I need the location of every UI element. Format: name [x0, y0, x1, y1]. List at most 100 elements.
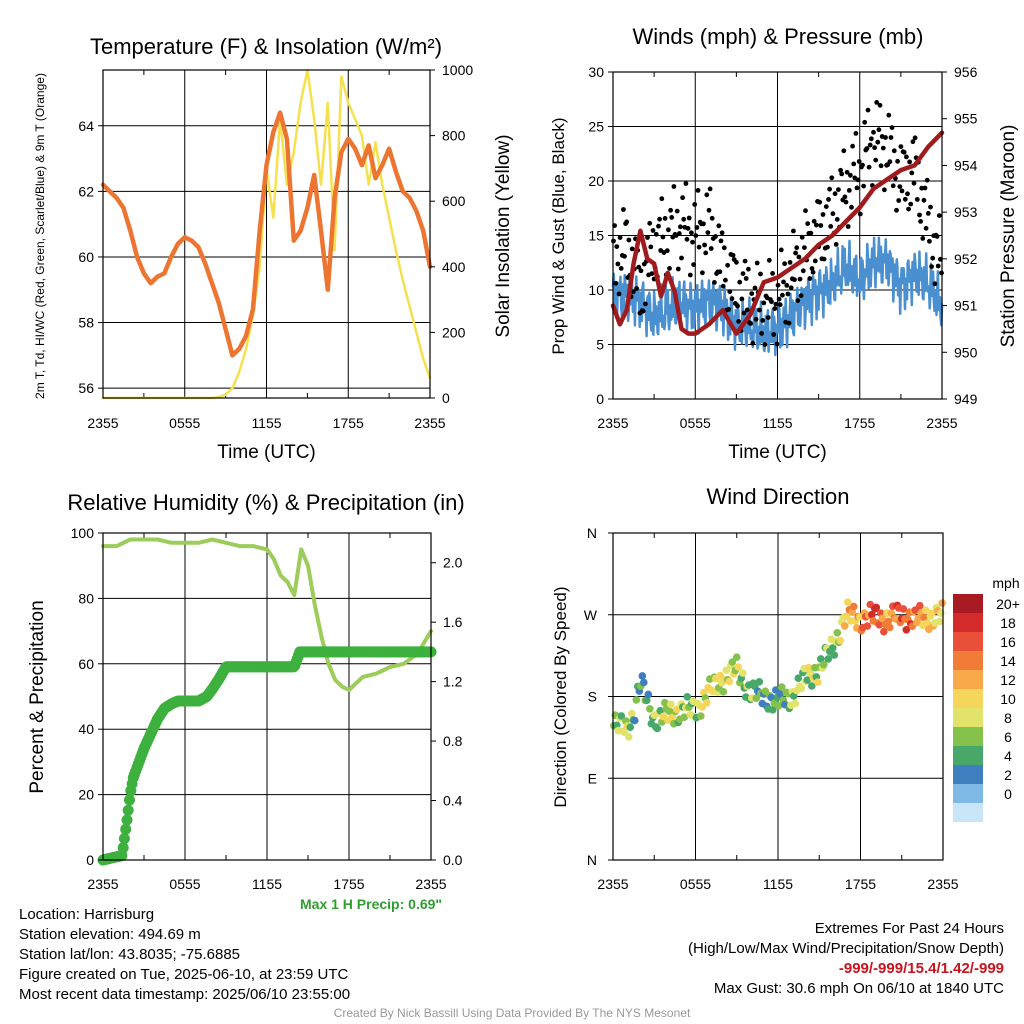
rh-x-tick-label: 2355: [87, 876, 118, 892]
wind-y-tick-label: 30: [588, 64, 604, 80]
gust-point: [729, 296, 735, 302]
gust-point: [686, 215, 692, 221]
direction-point: [646, 705, 654, 713]
rh-y2-tick-label: 0.8: [443, 733, 463, 749]
colorbar-swatch: [953, 803, 983, 822]
gust-point: [876, 127, 882, 133]
gust-point: [929, 264, 934, 269]
direction-point: [794, 674, 803, 682]
gust-point: [918, 219, 923, 224]
rh-x-tick-label: 0555: [169, 876, 200, 892]
gust-point: [829, 175, 835, 181]
gust-point: [898, 144, 904, 150]
gust-point: [857, 211, 863, 217]
gust-point: [808, 230, 814, 236]
gust-point: [743, 276, 749, 281]
gust-point: [917, 212, 922, 218]
gust-point: [736, 319, 741, 324]
gust-point: [878, 163, 884, 169]
prop-wind-line: [611, 236, 944, 357]
wind-x-tick-label: 2355: [926, 415, 957, 431]
gust-point: [785, 291, 791, 297]
gust-point: [624, 219, 630, 225]
gust-point: [781, 279, 786, 285]
direction-point: [665, 707, 674, 716]
direction-point: [703, 699, 711, 707]
direction-point: [617, 712, 626, 720]
direction-point: [661, 698, 669, 707]
gust-point: [914, 197, 920, 202]
gust-point: [771, 332, 777, 337]
direction-point: [625, 733, 633, 741]
gust-point: [739, 296, 745, 302]
gust-point: [818, 223, 824, 228]
temp-y2-tick-label: 800: [442, 128, 466, 144]
gust-point: [794, 245, 800, 251]
gust-point: [721, 245, 727, 251]
temp-x-tick-label: 1755: [333, 415, 364, 431]
gust-point: [694, 225, 700, 230]
gust-point: [872, 145, 877, 151]
wind-y-axis-label: Prop Wind & Gust (Blue, Black): [549, 117, 568, 354]
direction-point: [631, 716, 639, 725]
gust-point: [660, 234, 666, 240]
direction-point: [830, 651, 839, 659]
direction-point: [875, 621, 884, 629]
temp-x-tick-label: 0555: [169, 415, 200, 431]
dir-y-axis-label: Direction (Colored By Speed): [551, 586, 570, 807]
dir-x-tick-label: 2355: [927, 876, 958, 892]
direction-point: [886, 623, 894, 632]
recent-text: Most recent data timestamp: 2025/06/10 2…: [19, 986, 351, 1003]
gust-point: [909, 170, 915, 176]
dir-x-tick-label: 1155: [763, 876, 793, 892]
gust-point: [720, 283, 726, 289]
gust-point: [874, 100, 880, 105]
gust-point: [850, 143, 855, 149]
gust-point: [901, 149, 907, 155]
temp-y-tick-label: 62: [78, 183, 94, 199]
wind-x-axis-label: Time (UTC): [728, 442, 827, 463]
colorbar-label: 2: [1004, 767, 1012, 783]
gust-point: [910, 139, 916, 145]
colorbar-swatch: [953, 746, 983, 765]
rh-chart-title: Relative Humidity (%) & Precipitation (i…: [67, 490, 464, 515]
gust-point: [861, 183, 866, 189]
gust-point: [921, 197, 927, 203]
gust-point: [748, 321, 753, 326]
direction-point: [920, 613, 929, 622]
rh-y2-tick-label: 2.0: [443, 555, 463, 571]
direction-point: [797, 684, 806, 693]
gust-point: [856, 159, 862, 164]
gust-point: [735, 303, 740, 309]
gust-point: [726, 307, 732, 312]
gust-point: [702, 242, 707, 248]
gust-point: [832, 191, 838, 197]
gust-point: [749, 291, 755, 296]
gust-point: [675, 266, 681, 272]
direction-point: [734, 663, 743, 671]
gust-point: [827, 186, 832, 192]
wind-y2-tick-label: 956: [954, 64, 978, 80]
direction-point: [884, 617, 893, 626]
direction-point: [725, 677, 734, 686]
gust-point: [669, 215, 675, 220]
gust-point: [754, 260, 760, 266]
gust-point: [904, 154, 909, 160]
dir-x-tick-label: 1755: [845, 876, 876, 892]
gust-point: [928, 204, 933, 210]
gust-point: [617, 235, 623, 241]
gust-point: [707, 186, 713, 192]
rh-plot-frame: [102, 532, 432, 861]
direction-point: [833, 629, 842, 637]
gust-point: [750, 340, 756, 346]
gust-point: [811, 218, 817, 224]
precip-point: [118, 833, 130, 845]
gust-point: [782, 261, 787, 267]
temp-y-tick-label: 64: [78, 118, 94, 134]
gust-point: [888, 135, 894, 140]
gust-point: [826, 197, 831, 202]
direction-point: [902, 626, 911, 634]
gust-point: [703, 250, 709, 256]
direction-point: [935, 617, 944, 626]
direction-point: [643, 696, 651, 705]
